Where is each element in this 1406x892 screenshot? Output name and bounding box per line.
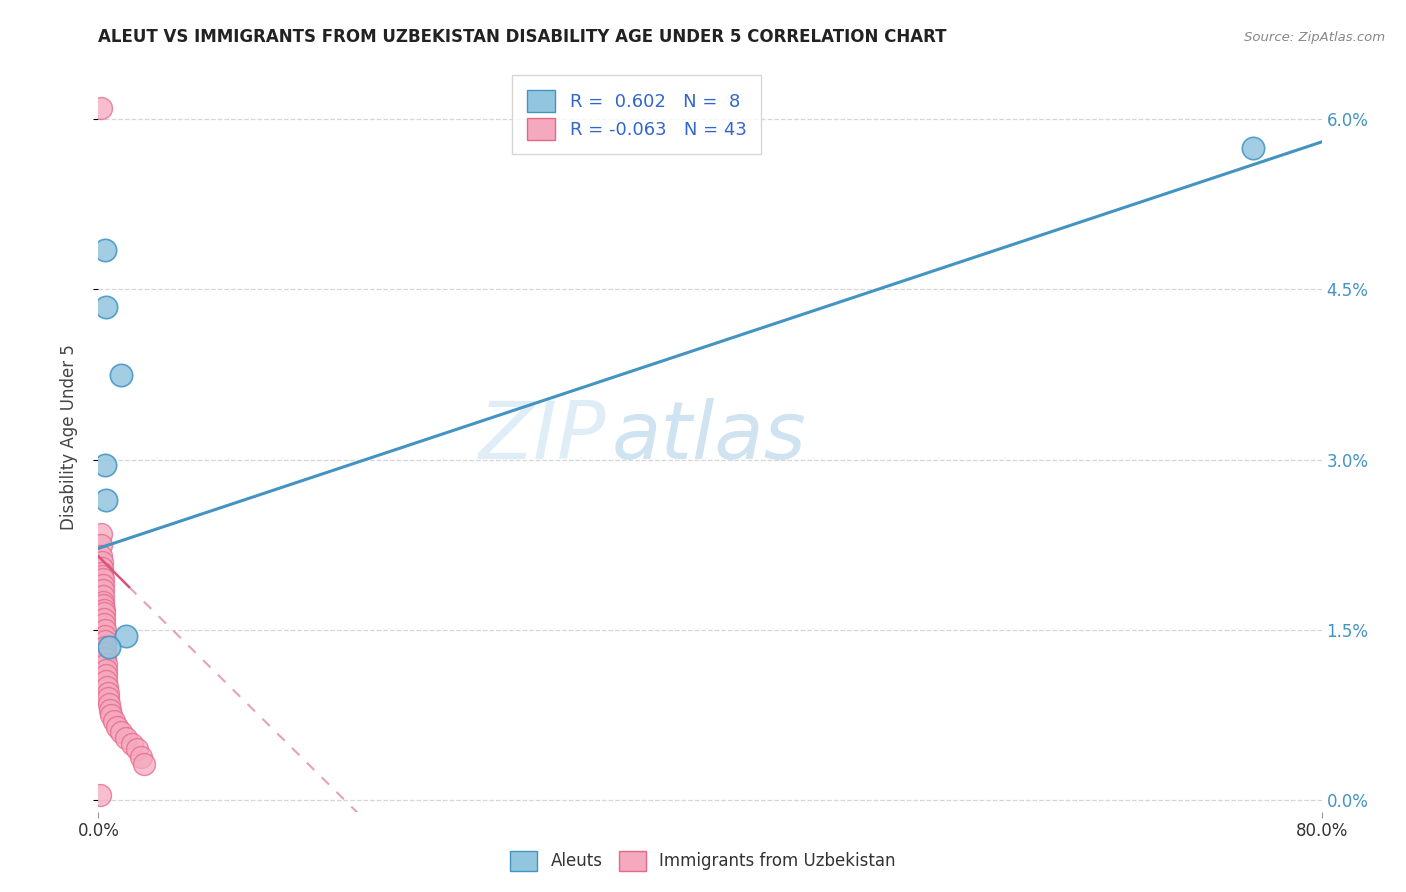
Text: Source: ZipAtlas.com: Source: ZipAtlas.com (1244, 31, 1385, 45)
Point (94, 663, 117, 677)
Point (90, 549, 112, 564)
Point (93, 623, 115, 637)
Point (94, 668, 117, 682)
Point (110, 368, 132, 382)
Point (98, 702, 121, 716)
Point (125, 742, 148, 756)
Point (93, 602, 115, 616)
Point (93, 629, 115, 643)
Legend: R =  0.602   N =  8, R = -0.063   N = 43: R = 0.602 N = 8, R = -0.063 N = 43 (512, 75, 761, 154)
Point (103, 714, 125, 728)
Point (1241, 140, 1264, 154)
Point (90, 560, 112, 574)
Point (91, 566, 114, 581)
Point (97, 685, 120, 699)
Point (105, 720, 128, 734)
Point (91, 572, 114, 586)
Text: atlas: atlas (612, 398, 807, 476)
Point (91, 577, 114, 591)
Point (91, 583, 114, 598)
Legend: Aleuts, Immigrants from Uzbekistan: Aleuts, Immigrants from Uzbekistan (502, 842, 904, 880)
Point (90, 555, 112, 569)
Point (94, 657, 117, 672)
Point (90, 526, 112, 541)
Point (93, 612, 115, 626)
Y-axis label: Disability Age Under 5: Disability Age Under 5 (59, 344, 77, 530)
Point (98, 697, 121, 711)
Point (89, 788, 111, 802)
Point (115, 731, 138, 745)
Point (129, 750, 152, 764)
Point (96, 680, 118, 694)
Point (96, 674, 118, 689)
Point (94, 640, 117, 654)
Point (93, 617, 115, 632)
Point (110, 725, 132, 739)
Point (94, 634, 117, 648)
Text: ALEUT VS IMMIGRANTS FROM UZBEKISTAN DISABILITY AGE UNDER 5 CORRELATION CHART: ALEUT VS IMMIGRANTS FROM UZBEKISTAN DISA… (98, 28, 946, 45)
Point (94, 646, 117, 660)
Point (90, 101, 112, 115)
Point (93, 606, 115, 620)
Point (93, 243, 115, 257)
Point (97, 691, 120, 706)
Point (93, 458, 115, 473)
Point (115, 629, 138, 643)
Point (94, 300, 117, 314)
Point (94, 651, 117, 665)
Point (94, 492, 117, 507)
Text: ZIP: ZIP (478, 398, 606, 476)
Point (91, 598, 114, 612)
Point (98, 640, 121, 654)
Point (91, 589, 114, 603)
Point (91, 595, 114, 609)
Point (91, 568, 114, 582)
Point (134, 757, 156, 772)
Point (121, 737, 143, 751)
Point (100, 708, 122, 723)
Point (90, 538, 112, 552)
